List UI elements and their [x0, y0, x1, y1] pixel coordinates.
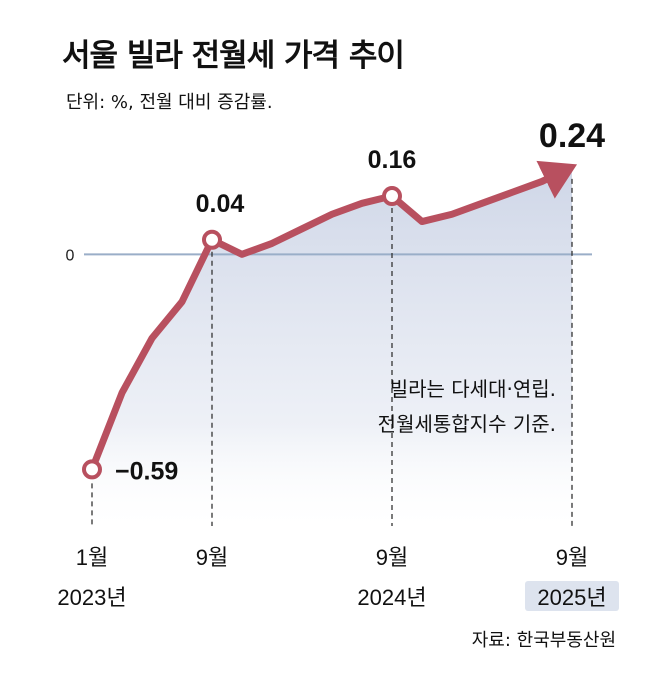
x-tick-year-label: 2023년 — [57, 585, 126, 610]
chart-title: 서울 빌라 전월세 가격 추이 — [62, 38, 405, 74]
chart-subtitle: 단위: %, 전월 대비 증감률. — [66, 92, 273, 113]
annotation-line: 빌라는 다세대·연립. — [390, 377, 556, 401]
year-highlight-box — [525, 581, 619, 611]
x-tick-month-label: 9월 — [556, 545, 588, 570]
data-point — [382, 186, 402, 207]
data-value-label: −0.59 — [115, 457, 178, 485]
data-point — [82, 459, 102, 480]
data-point — [202, 229, 222, 250]
series-line — [88, 160, 578, 473]
data-value-label: 0.16 — [368, 146, 417, 174]
data-value-label: 0.04 — [196, 190, 245, 218]
x-tick-month-label: 9월 — [376, 545, 408, 570]
x-tick-year-label: 2024년 — [357, 585, 426, 610]
data-source: 자료: 한국부동산원 — [471, 630, 616, 651]
annotation-line: 전월세통합지수 기준. — [378, 412, 556, 436]
x-tick-month-label: 1월 — [76, 545, 108, 570]
x-tick-month-label: 9월 — [196, 545, 228, 570]
data-value-label: 0.24 — [539, 117, 605, 155]
y-tick-label-zero: 0 — [66, 247, 75, 264]
x-tick-year-label: 2025년 — [537, 585, 606, 610]
